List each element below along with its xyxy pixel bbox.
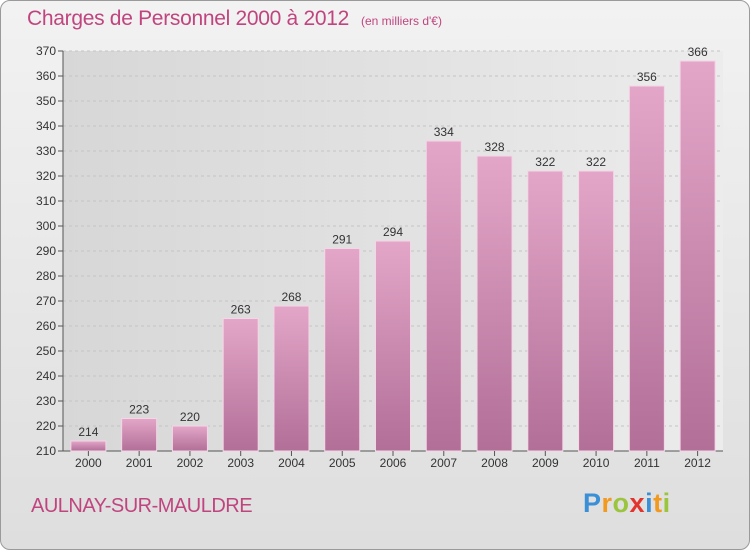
y-tick-label: 350 [36, 94, 56, 108]
title-row: Charges de Personnel 2000 à 2012 (en mill… [27, 7, 442, 31]
bar-value-label: 214 [78, 425, 98, 439]
x-tick-label: 2005 [329, 456, 356, 470]
y-tick-label: 250 [36, 344, 56, 358]
y-tick-label: 230 [36, 394, 56, 408]
bar [70, 440, 107, 452]
logo-letter: P [583, 488, 602, 518]
bar-value-label: 223 [129, 403, 149, 417]
y-tick-label: 210 [36, 444, 56, 458]
bar [578, 170, 615, 452]
bar-value-label: 334 [434, 125, 454, 139]
logo-letter: i [645, 488, 654, 518]
bar-value-label: 294 [383, 225, 403, 239]
y-tick-label: 260 [36, 319, 56, 333]
bar [222, 318, 259, 452]
bar-value-label: 322 [586, 155, 606, 169]
y-tick-label: 240 [36, 369, 56, 383]
bar [628, 85, 665, 452]
y-tick-label: 320 [36, 169, 56, 183]
bar-value-label: 366 [688, 45, 708, 59]
bar-value-label: 220 [180, 410, 200, 424]
city-name: AULNAY-SUR-MAULDRE [31, 495, 253, 517]
bar [425, 140, 462, 452]
chart-title: Charges de Personnel 2000 à 2012 [27, 7, 349, 30]
x-tick-label: 2004 [278, 456, 305, 470]
y-tick-label: 360 [36, 69, 56, 83]
x-tick-label: 2010 [583, 456, 610, 470]
bar-value-label: 328 [485, 140, 505, 154]
logo-letter: x [629, 488, 646, 518]
x-tick-label: 2003 [227, 456, 254, 470]
bar-value-label: 291 [332, 233, 352, 247]
bar [273, 305, 310, 452]
y-tick-label: 310 [36, 194, 56, 208]
logo-letter: t [653, 488, 663, 518]
x-tick-label: 2000 [75, 456, 102, 470]
bar [527, 170, 564, 452]
plot-area: 210 220 230 240 250 260 270 280 290 300 310 320 330 3… [36, 44, 723, 470]
bar [679, 60, 716, 452]
y-tick-label: 220 [36, 419, 56, 433]
y-tick-label: 270 [36, 294, 56, 308]
x-tick-label: 2001 [126, 456, 153, 470]
x-tick-label: 2012 [684, 456, 711, 470]
y-tick-label: 370 [36, 44, 56, 58]
logo-letter: r [601, 488, 613, 518]
bar-value-label: 356 [637, 70, 657, 84]
y-tick-label: 340 [36, 119, 56, 133]
proxiti-logo[interactable]: Proxiti [583, 488, 671, 519]
x-tick-label: 2007 [430, 456, 457, 470]
logo-letter: o [612, 488, 630, 518]
bar [324, 248, 361, 452]
x-tick-label: 2002 [177, 456, 204, 470]
bar [375, 240, 411, 452]
y-tick-label: 290 [36, 244, 56, 258]
x-tick-label: 2008 [481, 456, 508, 470]
bar-value-label: 322 [535, 155, 555, 169]
bar-value-label: 268 [281, 290, 301, 304]
x-tick-label: 2011 [634, 456, 660, 470]
logo-letter: i [662, 488, 671, 518]
bar [121, 418, 158, 452]
bar-value-label: 263 [231, 303, 251, 317]
y-tick-label: 330 [36, 144, 56, 158]
y-tick-label: 280 [36, 269, 56, 283]
bar [171, 425, 208, 452]
y-tick-label: 300 [36, 219, 56, 233]
x-tick-label: 2006 [380, 456, 407, 470]
chart-unit: (en milliers d'€) [360, 14, 442, 28]
bar [476, 155, 513, 452]
x-tick-label: 2009 [532, 456, 559, 470]
